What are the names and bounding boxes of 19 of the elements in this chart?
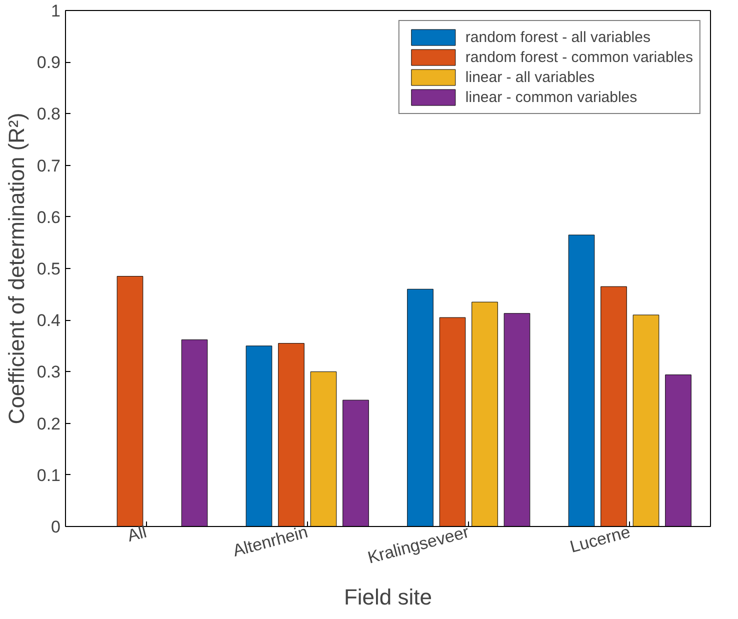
x-tick-label: All bbox=[125, 522, 149, 546]
legend-label: random forest - common variables bbox=[465, 48, 693, 66]
legend-label: linear - common variables bbox=[465, 88, 638, 106]
y-axis-title: Coefficient of determination (R²) bbox=[4, 112, 29, 424]
y-tick-label: 0.7 bbox=[36, 156, 61, 176]
y-tick-label: 0.2 bbox=[36, 414, 61, 434]
y-tick-label: 0.3 bbox=[36, 362, 61, 382]
y-tick-label: 0.6 bbox=[36, 208, 61, 227]
y-tick-label: 0.8 bbox=[36, 104, 61, 124]
legend-label: random forest - all variables bbox=[465, 28, 650, 46]
x-axis-title: Field site bbox=[344, 584, 432, 610]
y-tick-label: 1 bbox=[51, 2, 61, 20]
y-tick-label: 0.4 bbox=[36, 311, 61, 330]
y-tick-label: 0 bbox=[51, 518, 61, 536]
legend-label: linear - all variables bbox=[465, 68, 595, 86]
y-tick-label: 0.9 bbox=[36, 53, 61, 72]
y-tick-label: 0.5 bbox=[36, 260, 61, 278]
x-tick-label: Lucerne bbox=[568, 522, 632, 556]
y-tick-label: 0.1 bbox=[36, 466, 61, 485]
